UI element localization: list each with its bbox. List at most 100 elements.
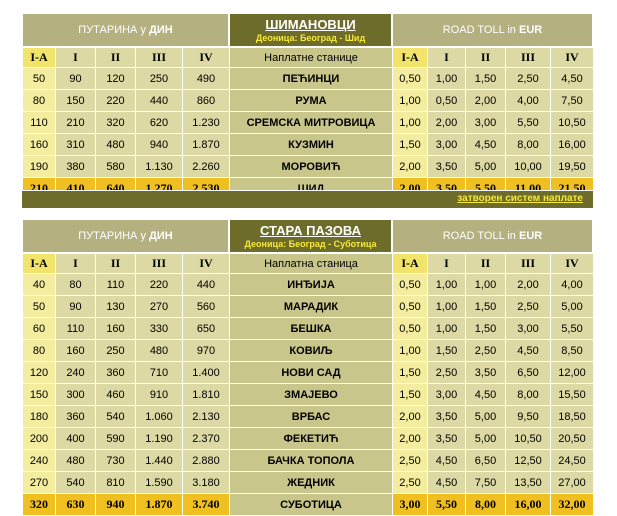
toll-value: 60 [22,317,56,340]
toll-value: 3,00 [427,383,466,406]
station-name: ПЕЋИНЦИ [229,67,393,90]
toll-value: 160 [95,317,136,340]
toll-value: 1,50 [427,339,466,362]
toll-table: I-A I II III IV Наплатне станице I-A I II III IV 50… [22,47,594,200]
title-row: ПУТАРИНА у ДИН СТАРА ПАЗОВА Деоница: Беогр… [22,219,593,253]
toll-din-header: ПУТАРИНА у ДИН [22,219,229,253]
section-route: Деоница: Београд - Шид [255,33,366,43]
toll-value: 4,50 [465,383,506,406]
toll-value: 5,00 [550,295,594,318]
column-header: III [505,253,551,274]
toll-value: 1.870 [182,133,230,156]
toll-value: 240 [22,449,56,472]
toll-value: 270 [135,295,183,318]
closed-system-link[interactable]: затворен систем наплате [457,193,583,204]
toll-value: 5,50 [427,493,466,516]
toll-value: 320 [22,493,56,516]
column-header: I [427,253,466,274]
toll-value: 320 [95,111,136,134]
toll-value: 210 [55,111,96,134]
toll-value: 1,00 [392,339,428,362]
column-header: I [427,47,466,68]
toll-value: 0,50 [392,273,428,296]
table-row: 240 480 730 1.440 2.880 БАЧКА ТОПОЛА 2,50 4,50 6… [22,449,594,472]
section-header: ШИМАНОВЦИ Деоница: Београд - Шид [229,13,392,47]
toll-value: 190 [22,155,56,178]
toll-value: 19,50 [550,155,594,178]
toll-value: 9,50 [505,405,551,428]
toll-value: 3.740 [182,493,230,516]
toll-value: 1,00 [427,273,466,296]
column-header: II [95,47,136,68]
toll-value: 80 [22,89,56,112]
toll-value: 3,50 [465,361,506,384]
table-row: 60 110 160 330 650 БЕШКА 0,50 1,00 1,50 3,00 5,50 [22,317,594,340]
toll-value: 1.130 [135,155,183,178]
toll-value: 12,00 [550,361,594,384]
column-header: I-A [392,253,428,274]
column-header: IV [550,47,594,68]
column-header: II [465,253,506,274]
toll-value: 2.130 [182,405,230,428]
column-header: Наплатна станица [229,253,393,274]
toll-value: 160 [22,133,56,156]
table-row: 50 90 120 250 490 ПЕЋИНЦИ 0,50 1,00 1,50 2,50 4,50 [22,67,594,90]
toll-value: 4,00 [505,89,551,112]
station-name: БЕШКА [229,317,393,340]
station-name: МАРАДИК [229,295,393,318]
toll-value: 250 [95,339,136,362]
table-row: 40 80 110 220 440 ИНЂИЈА 0,50 1,00 1,00 2,00 4,00 [22,273,594,296]
toll-value: 120 [22,361,56,384]
toll-value: 380 [55,155,96,178]
toll-value: 1.060 [135,405,183,428]
toll-value: 13,50 [505,471,551,494]
toll-table: I-A I II III IV Наплатна станица I-A I II III IV 40… [22,253,594,516]
table-row: 80 150 220 440 860 РУМА 1,00 0,50 2,00 4,00 7,50 [22,89,594,112]
toll-value: 50 [22,295,56,318]
toll-value: 10,50 [505,427,551,450]
column-header: III [135,47,183,68]
toll-value: 130 [95,295,136,318]
toll-value: 1,00 [427,67,466,90]
toll-value: 1,50 [392,361,428,384]
column-header: I-A [22,253,56,274]
toll-value: 6,50 [505,361,551,384]
toll-value: 540 [55,471,96,494]
toll-value: 2,50 [505,67,551,90]
toll-value: 32,00 [550,493,594,516]
toll-value: 80 [22,339,56,362]
toll-value: 3,00 [427,133,466,156]
toll-value: 8,00 [505,383,551,406]
toll-value: 1.870 [135,493,183,516]
toll-value: 1.810 [182,383,230,406]
toll-din-header: ПУТАРИНА у ДИН [22,13,229,47]
station-name: МОРОВИЋ [229,155,393,178]
toll-value: 4,50 [505,339,551,362]
table-row: 160 310 480 940 1.870 КУЗМИН 1,50 3,00 4,50 8,00 1… [22,133,594,156]
table-row: 120 240 360 710 1.400 НОВИ САД 1,50 2,50 3,50 6,5… [22,361,594,384]
toll-value: 0,50 [392,67,428,90]
toll-value: 120 [95,67,136,90]
toll-value: 5,00 [465,427,506,450]
table-row: 180 360 540 1.060 2.130 ВРБАС 2,00 3,50 5,00 9,50… [22,405,594,428]
toll-value: 4,00 [550,273,594,296]
toll-din-label: ПУТАРИНА у [78,24,146,36]
toll-value: 3,00 [505,317,551,340]
toll-value: 2,00 [427,111,466,134]
toll-value: 730 [95,449,136,472]
column-header: II [465,47,506,68]
toll-value: 2,50 [427,361,466,384]
toll-value: 1.190 [135,427,183,450]
toll-value: 18,50 [550,405,594,428]
toll-value: 3.180 [182,471,230,494]
toll-value: 3,50 [427,405,466,428]
toll-value: 3,00 [392,493,428,516]
title-row: ПУТАРИНА у ДИН ШИМАНОВЦИ Деоница: Београд … [22,13,593,47]
toll-value: 1,00 [427,295,466,318]
toll-value: 16,00 [505,493,551,516]
toll-value: 2.880 [182,449,230,472]
toll-value: 1,00 [392,89,428,112]
toll-value: 5,50 [505,111,551,134]
toll-din-currency: ДИН [149,24,173,36]
column-header: II [95,253,136,274]
